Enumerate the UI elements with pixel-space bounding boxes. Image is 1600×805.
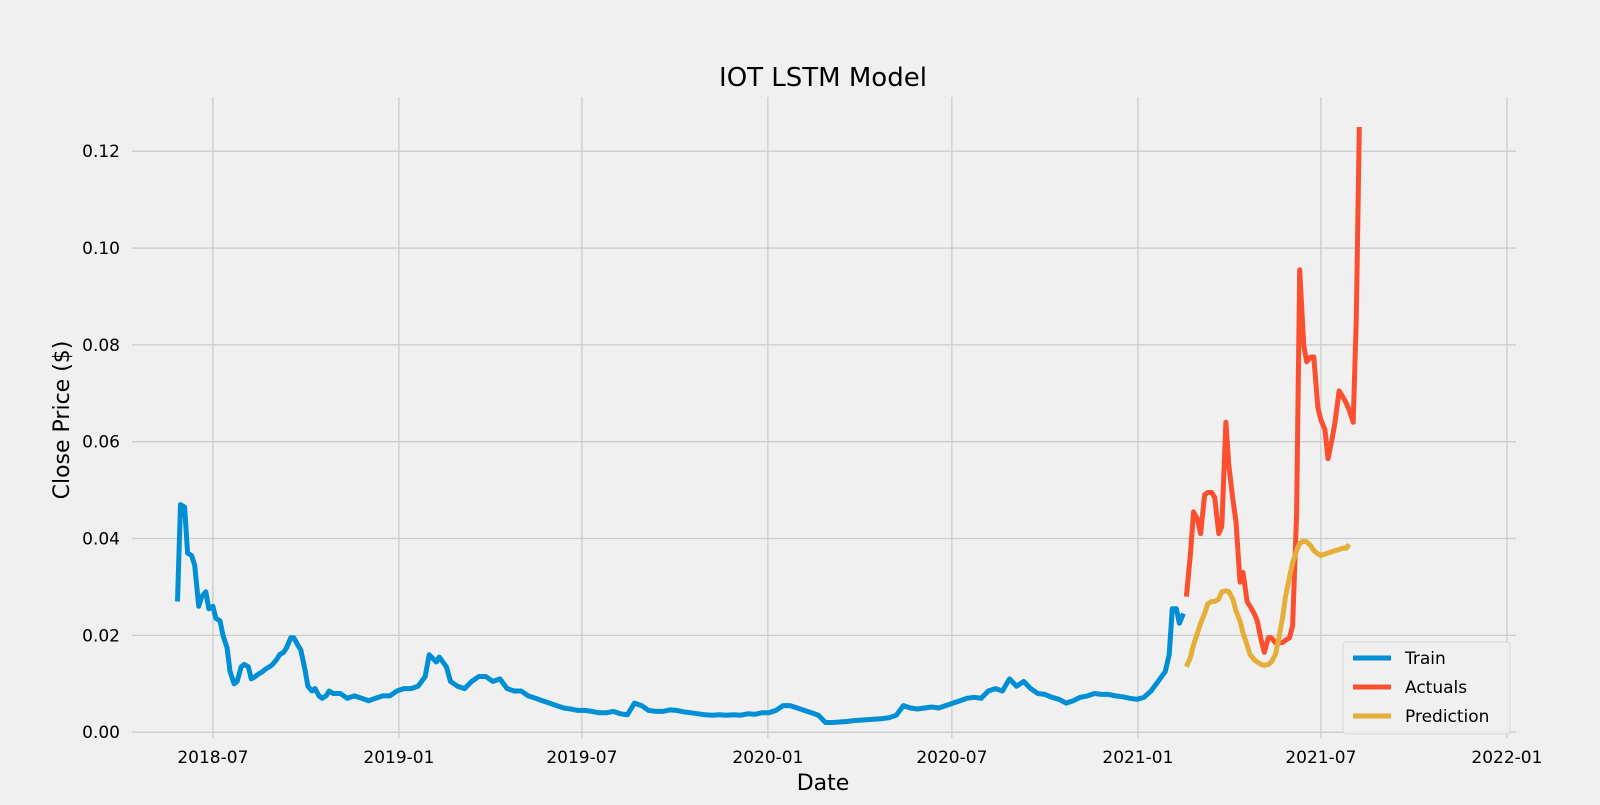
- y-tick-label: 0.08: [82, 336, 120, 356]
- series-line-prediction: [1184, 538, 1352, 668]
- x-tick-label: 2021-01: [1102, 748, 1173, 768]
- x-tick-label: 2019-01: [363, 748, 434, 768]
- grid: [132, 97, 1516, 738]
- y-tick-label: 0.06: [82, 433, 120, 453]
- y-tick-label: 0.12: [82, 142, 120, 162]
- x-tick-label: 2020-07: [916, 748, 987, 768]
- legend-label-train: Train: [1404, 649, 1446, 669]
- series-layer: [175, 126, 1362, 725]
- legend-box: [1342, 641, 1511, 735]
- x-tick-label: 2020-01: [732, 748, 803, 768]
- x-tick-label: 2021-07: [1285, 748, 1356, 768]
- y-tick-label: 0.04: [82, 530, 120, 550]
- series-line-train: [175, 502, 1186, 725]
- x-tick-label: 2018-07: [177, 748, 248, 768]
- chart-title: IOT LSTM Model: [719, 63, 927, 93]
- y-tick-label: 0.10: [82, 239, 120, 259]
- legend-label-actuals: Actuals: [1405, 678, 1467, 698]
- y-tick-label: 0.02: [82, 626, 120, 646]
- tick-labels: 0.00 0.02 0.04 0.06 0.08 0.10 0.12 2018-07 2019-…: [82, 142, 1542, 768]
- legend: Train Actuals Prediction: [1342, 641, 1511, 735]
- x-axis-label: Date: [797, 771, 850, 796]
- x-tick-label: 2019-07: [546, 748, 617, 768]
- x-tick-label: 2022-01: [1471, 748, 1542, 768]
- y-axis-label: Close Price ($): [50, 341, 75, 500]
- y-tick-label: 0.00: [82, 723, 120, 743]
- legend-label-prediction: Prediction: [1405, 707, 1489, 727]
- series-line-actuals: [1183, 126, 1362, 655]
